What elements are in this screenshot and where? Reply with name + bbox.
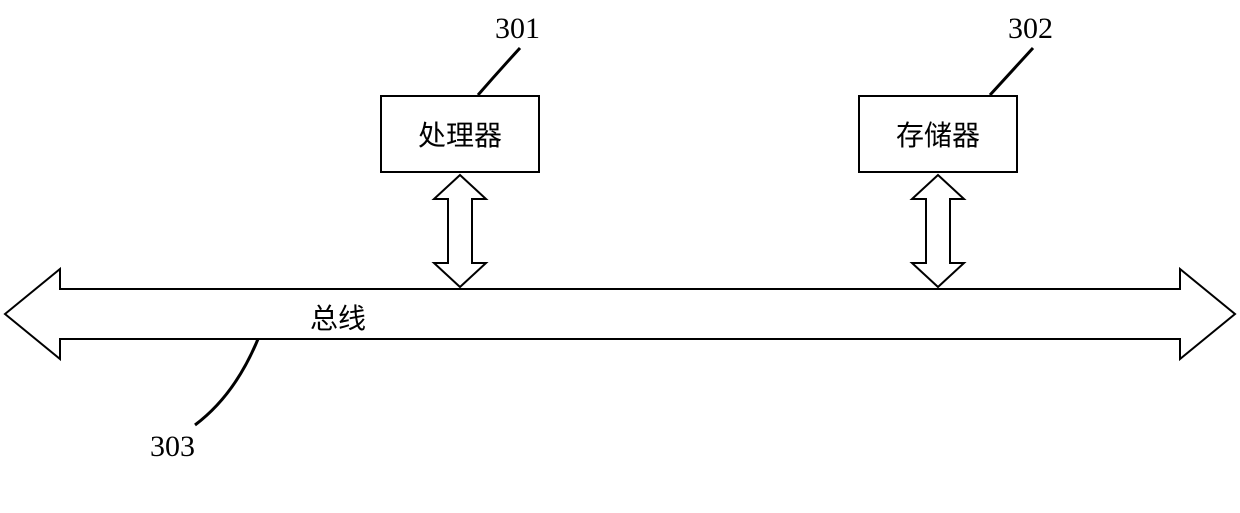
diagram-canvas: 处理器 存储器 301 302 总线 303: [0, 0, 1240, 513]
ref-303-leader: [0, 0, 1240, 513]
